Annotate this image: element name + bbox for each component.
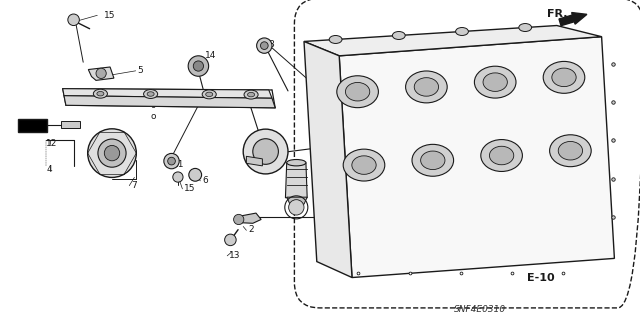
Bar: [18, 119, 47, 132]
Polygon shape: [236, 213, 261, 223]
Ellipse shape: [337, 76, 378, 108]
Ellipse shape: [490, 146, 514, 165]
Circle shape: [189, 168, 202, 181]
Text: 6: 6: [202, 176, 208, 185]
Ellipse shape: [412, 144, 454, 176]
Ellipse shape: [205, 92, 212, 97]
Ellipse shape: [474, 66, 516, 98]
Text: 10: 10: [320, 177, 332, 186]
Text: 4: 4: [46, 165, 52, 174]
Ellipse shape: [244, 90, 258, 99]
Circle shape: [164, 153, 179, 169]
Ellipse shape: [392, 32, 405, 40]
Circle shape: [173, 172, 183, 182]
Circle shape: [289, 200, 304, 215]
Ellipse shape: [456, 27, 468, 35]
Circle shape: [193, 61, 204, 71]
Ellipse shape: [329, 35, 342, 43]
Text: 15: 15: [104, 11, 115, 20]
Circle shape: [88, 129, 136, 177]
Circle shape: [257, 38, 272, 53]
Circle shape: [96, 68, 106, 78]
Text: E-10: E-10: [527, 272, 555, 283]
Polygon shape: [63, 89, 272, 98]
Circle shape: [68, 14, 79, 26]
Circle shape: [98, 139, 126, 167]
Polygon shape: [304, 41, 352, 278]
Ellipse shape: [147, 92, 154, 96]
Text: 5: 5: [138, 66, 143, 75]
Ellipse shape: [552, 68, 576, 87]
Ellipse shape: [346, 82, 370, 101]
Polygon shape: [285, 163, 307, 198]
Text: 8: 8: [269, 40, 275, 49]
Ellipse shape: [93, 89, 108, 98]
Circle shape: [168, 157, 175, 165]
Polygon shape: [304, 26, 602, 56]
Bar: [61, 121, 80, 128]
Polygon shape: [64, 96, 275, 108]
Text: 7: 7: [131, 181, 137, 189]
Ellipse shape: [202, 90, 216, 99]
Ellipse shape: [519, 24, 532, 32]
Ellipse shape: [481, 140, 522, 171]
Text: 11: 11: [173, 160, 184, 169]
Polygon shape: [246, 156, 262, 166]
Circle shape: [260, 42, 268, 49]
Ellipse shape: [558, 142, 582, 160]
Ellipse shape: [406, 71, 447, 103]
Circle shape: [225, 234, 236, 246]
Text: o: o: [150, 112, 156, 121]
Text: 13: 13: [229, 251, 241, 260]
Text: SNF4E0310: SNF4E0310: [454, 305, 506, 314]
Ellipse shape: [550, 135, 591, 167]
Ellipse shape: [414, 78, 438, 96]
Circle shape: [188, 56, 209, 76]
FancyArrow shape: [559, 12, 587, 26]
Text: 12: 12: [46, 139, 58, 148]
Text: 14: 14: [205, 51, 216, 60]
Ellipse shape: [248, 93, 255, 97]
Ellipse shape: [483, 73, 508, 91]
Text: 15: 15: [184, 184, 196, 193]
Polygon shape: [287, 197, 307, 204]
Ellipse shape: [143, 90, 157, 99]
Polygon shape: [339, 37, 614, 278]
Circle shape: [243, 129, 288, 174]
Ellipse shape: [287, 160, 306, 166]
Circle shape: [234, 214, 244, 225]
Ellipse shape: [97, 92, 104, 96]
Circle shape: [104, 145, 120, 161]
Text: B-4: B-4: [25, 121, 39, 130]
Text: o: o: [150, 101, 156, 110]
Text: 9: 9: [320, 158, 326, 167]
Ellipse shape: [543, 62, 585, 93]
Text: 1: 1: [323, 168, 329, 177]
Ellipse shape: [343, 149, 385, 181]
Circle shape: [253, 139, 278, 164]
Ellipse shape: [352, 156, 376, 174]
Text: 3: 3: [278, 153, 284, 162]
Ellipse shape: [420, 151, 445, 170]
Polygon shape: [88, 67, 114, 80]
Text: 2: 2: [248, 225, 254, 234]
Text: FR.: FR.: [547, 9, 568, 19]
